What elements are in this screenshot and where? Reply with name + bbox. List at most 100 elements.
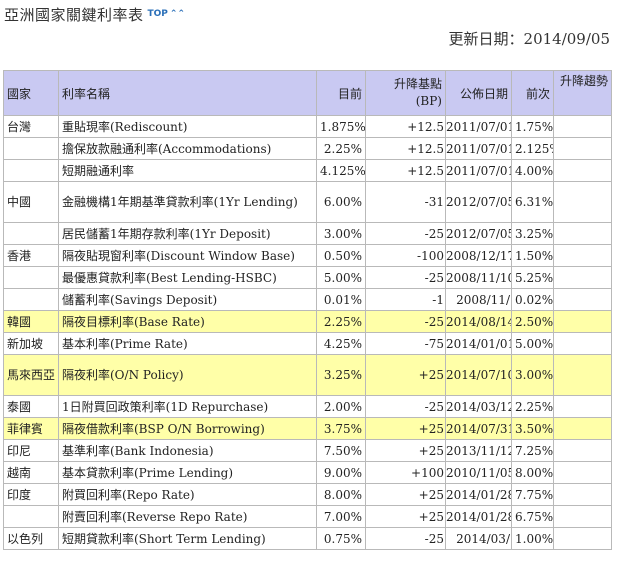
table-row: 擔保放款融通利率(Accommodations) 2.25% +12.5 2011/0… — [3, 137, 612, 160]
trend-cell — [553, 137, 612, 160]
current-rate-cell: 5.00% — [316, 266, 366, 289]
rate-name-cell: 附買回利率(Repo Rate) — [58, 483, 317, 506]
previous-rate-cell: 6.75% — [511, 505, 554, 528]
country-cell — [3, 505, 59, 528]
trend-cell — [553, 310, 612, 333]
country-cell: 泰國 — [3, 395, 59, 418]
change-bp-cell: -75 — [365, 332, 446, 355]
country-cell: 以色列 — [3, 527, 59, 550]
trend-cell — [553, 288, 612, 311]
table-row: 新加坡 基本利率(Prime Rate) 4.25% -75 2014/01/01 5.0… — [3, 332, 612, 355]
top-link-label[interactable]: TOP — [147, 9, 168, 19]
previous-rate-cell: 5.00% — [511, 332, 554, 355]
announce-date-cell: 2012/07/05 — [445, 222, 512, 245]
previous-rate-cell: 4.00% — [511, 159, 554, 182]
trend-cell — [553, 222, 612, 245]
change-bp-cell: -31 — [365, 181, 446, 223]
table-row: 短期融通利率 4.125% +12.5 2011/07/01 4.00% — [3, 159, 612, 182]
rate-name-cell: 擔保放款融通利率(Accommodations) — [58, 137, 317, 160]
rate-name-cell: 基準利率(Bank Indonesia) — [58, 439, 317, 462]
change-bp-cell: +100 — [365, 461, 446, 484]
previous-rate-cell: 1.00% — [511, 527, 554, 550]
previous-rate-cell: 2.25% — [511, 395, 554, 418]
trend-cell — [553, 244, 612, 267]
announce-date-cell: 2008/12/17 — [445, 244, 512, 267]
top-link[interactable]: TOP ⌃⌃ — [148, 9, 185, 19]
change-bp-cell: -25 — [365, 527, 446, 550]
current-rate-cell: 0.50% — [316, 244, 366, 267]
change-bp-cell: +25 — [365, 505, 446, 528]
announce-date-cell: 2014/03/ — [445, 527, 512, 550]
change-bp-cell: -25 — [365, 266, 446, 289]
trend-cell — [553, 266, 612, 289]
table-row: 印尼 基準利率(Bank Indonesia) 7.50% +25 2013/11/12… — [3, 439, 612, 462]
rate-name-cell: 隔夜借款利率(BSP O/N Borrowing) — [58, 417, 317, 440]
trend-cell — [553, 439, 612, 462]
current-rate-cell: 4.125% — [316, 159, 366, 182]
change-bp-cell: +25 — [365, 354, 446, 396]
rate-name-cell: 最優惠貸款利率(Best Lending-HSBC) — [58, 266, 317, 289]
announce-date-cell: 2011/07/01 — [445, 115, 512, 138]
rate-name-cell: 隔夜利率(O/N Policy) — [58, 354, 317, 396]
trend-cell — [553, 115, 612, 138]
previous-rate-cell: 5.25% — [511, 266, 554, 289]
col-header-change-bp: 升降基點(BP) — [365, 70, 446, 116]
announce-date-cell: 2014/08/14 — [445, 310, 512, 333]
trend-cell — [553, 417, 612, 440]
country-cell: 越南 — [3, 461, 59, 484]
rate-name-cell: 短期貸款利率(Short Term Lending) — [58, 527, 317, 550]
double-chevron-up-icon[interactable]: ⌃⌃ — [169, 9, 185, 19]
current-rate-cell: 2.25% — [316, 310, 366, 333]
announce-date-cell: 2014/07/10 — [445, 354, 512, 396]
table-row: 附賣回利率(Reverse Repo Rate) 7.00% +25 2014/01/… — [3, 505, 612, 528]
table-body: 台灣 重貼現率(Rediscount) 1.875% +12.5 2011/07/01 1… — [3, 115, 612, 550]
interest-rate-table: 國家 利率名稱 目前 升降基點(BP) 公佈日期 前次 升降趨勢 台灣 重貼現率(… — [3, 70, 612, 550]
change-bp-cell: +12.5 — [365, 115, 446, 138]
announce-date-cell: 2014/07/31 — [445, 417, 512, 440]
col-header-date: 公佈日期 — [445, 70, 512, 116]
country-cell — [3, 266, 59, 289]
change-bp-cell: +25 — [365, 483, 446, 506]
announce-date-cell: 2008/11/ — [445, 288, 512, 311]
col-header-current: 目前 — [316, 70, 366, 116]
change-bp-cell: +12.5 — [365, 137, 446, 160]
col-header-previous: 前次 — [511, 70, 554, 116]
table-row: 居民儲蓄1年期存款利率(1Yr Deposit) 3.00% -25 2012/07/… — [3, 222, 612, 245]
change-bp-cell: -25 — [365, 222, 446, 245]
table-row: 越南 基本貸款利率(Prime Lending) 9.00% +100 2010/11/… — [3, 461, 612, 484]
current-rate-cell: 0.75% — [316, 527, 366, 550]
previous-rate-cell: 7.25% — [511, 439, 554, 462]
announce-date-cell: 2014/01/28 — [445, 505, 512, 528]
previous-rate-cell: 3.50% — [511, 417, 554, 440]
change-bp-cell: -25 — [365, 310, 446, 333]
country-cell: 中國 — [3, 181, 59, 223]
trend-cell — [553, 483, 612, 506]
current-rate-cell: 6.00% — [316, 181, 366, 223]
table-row: 最優惠貸款利率(Best Lending-HSBC) 5.00% -25 2008/1… — [3, 266, 612, 289]
country-cell — [3, 222, 59, 245]
current-rate-cell: 3.75% — [316, 417, 366, 440]
col-header-trend: 升降趨勢 — [553, 70, 612, 116]
announce-date-cell: 2011/07/01 — [445, 137, 512, 160]
rate-name-cell: 短期融通利率 — [58, 159, 317, 182]
change-bp-cell: -25 — [365, 395, 446, 418]
current-rate-cell: 1.875% — [316, 115, 366, 138]
country-cell: 印尼 — [3, 439, 59, 462]
table-row: 印度 附買回利率(Repo Rate) 8.00% +25 2014/01/28 7.75… — [3, 483, 612, 506]
announce-date-cell: 2012/07/05 — [445, 181, 512, 223]
rate-name-cell: 附賣回利率(Reverse Repo Rate) — [58, 505, 317, 528]
table-row: 泰國 1日附買回政策利率(1D Repurchase) 2.00% -25 2014/0… — [3, 395, 612, 418]
announce-date-cell: 2014/01/28 — [445, 483, 512, 506]
table-row: 中國 金融機構1年期基準貸款利率(1Yr Lending) 6.00% -31 2012… — [3, 181, 612, 223]
trend-cell — [553, 461, 612, 484]
table-header-row: 國家 利率名稱 目前 升降基點(BP) 公佈日期 前次 升降趨勢 — [3, 70, 612, 116]
table-row: 儲蓄利率(Savings Deposit) 0.01% -1 2008/11/0.02… — [3, 288, 612, 311]
table-row: 馬來西亞 隔夜利率(O/N Policy) 3.25% +25 2014/07/10 3.… — [3, 354, 612, 396]
change-bp-cell: +25 — [365, 417, 446, 440]
country-cell — [3, 159, 59, 182]
previous-rate-cell: 3.00% — [511, 354, 554, 396]
current-rate-cell: 2.25% — [316, 137, 366, 160]
table-row: 菲律賓 隔夜借款利率(BSP O/N Borrowing) 3.75% +25 2014… — [3, 417, 612, 440]
page-title: 亞洲國家關鍵利率表 — [4, 5, 144, 24]
previous-rate-cell: 8.00% — [511, 461, 554, 484]
